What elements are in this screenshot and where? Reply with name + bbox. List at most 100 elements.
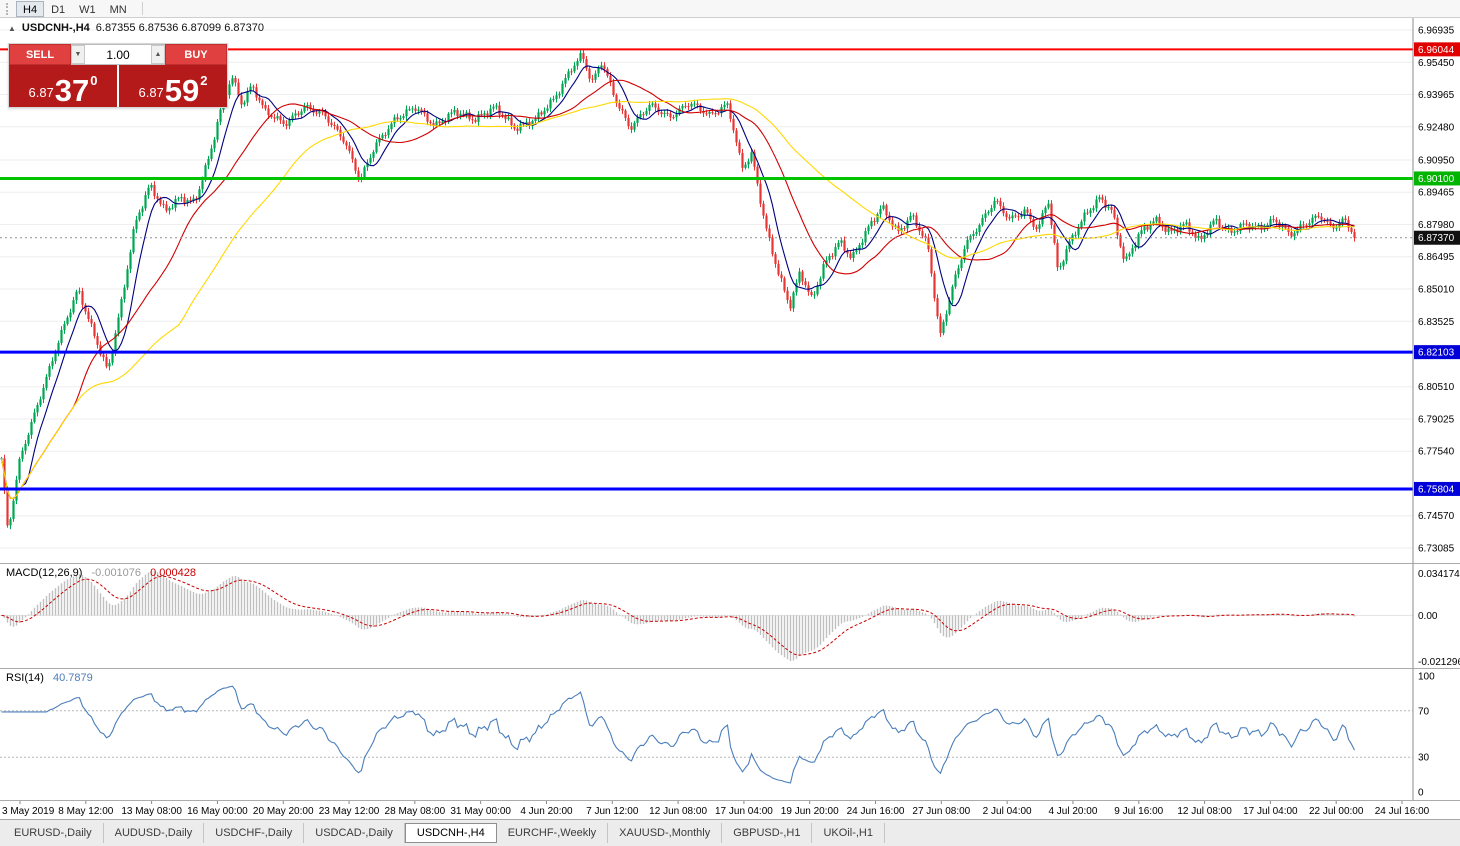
chart-tab-usdcnh-h4[interactable]: USDCNH-,H4 (404, 823, 497, 843)
volume-decrease-button[interactable]: ▼ (71, 45, 85, 64)
time-label: 20 May 20:00 (253, 806, 314, 817)
rsi-line (1, 685, 1355, 784)
price-badge (1414, 171, 1460, 186)
svg-text:6.92480: 6.92480 (1418, 122, 1455, 133)
svg-text:6.73085: 6.73085 (1418, 544, 1455, 555)
svg-text:6.83525: 6.83525 (1418, 317, 1455, 328)
timeframe-button-w1[interactable]: W1 (79, 3, 96, 16)
buy-price-display[interactable]: 6.87 59 2 (119, 65, 227, 107)
moving-average-25 (0, 79, 1355, 500)
time-label: 4 Jul 20:00 (1048, 806, 1097, 817)
time-label: 17 Jul 04:00 (1243, 806, 1298, 817)
time-label: 9 Jul 16:00 (1114, 806, 1163, 817)
macd-axis-zero: 0.00 (1418, 611, 1438, 622)
one-click-trading-panel: SELL ▼ ▲ BUY 6.87 37 0 6.87 59 2 (8, 43, 228, 108)
chart-title: ▲ USDCNH-,H4 6.87355 6.87536 6.87099 6.8… (8, 22, 264, 34)
svg-text:6.82103: 6.82103 (1418, 348, 1455, 359)
time-label: 22 Jul 00:00 (1309, 806, 1364, 817)
macd-main-value: -0.001076 (91, 567, 142, 579)
svg-text:6.89465: 6.89465 (1418, 188, 1455, 199)
svg-text:6.95450: 6.95450 (1418, 58, 1455, 69)
macd-axis-min: -0.021296 (1418, 657, 1460, 668)
time-label: 12 Jun 08:00 (649, 806, 707, 817)
time-label: 24 Jun 16:00 (847, 806, 905, 817)
svg-text:6.80510: 6.80510 (1418, 382, 1455, 393)
chart-tab-xauusd-monthly[interactable]: XAUUSD-,Monthly (608, 823, 723, 843)
time-label: 8 May 12:00 (58, 806, 113, 817)
svg-text:6.96935: 6.96935 (1418, 26, 1455, 37)
rsi-value: 40.7879 (52, 672, 93, 684)
macd-signal-value: 0.000428 (150, 567, 196, 579)
rsi-indicator-panel: 70 30 100 0 RSI(14) 40.7879 (0, 668, 1460, 800)
time-label: 24 Jul 16:00 (1375, 806, 1430, 817)
price-badge (1414, 345, 1460, 360)
svg-text:6.96044: 6.96044 (1418, 45, 1455, 56)
time-label: 31 May 00:00 (450, 806, 511, 817)
svg-text:6.75804: 6.75804 (1418, 484, 1455, 495)
chart-tab-audusd-daily[interactable]: AUDUSD-,Daily (104, 823, 205, 843)
time-axis-canvas[interactable]: 3 May 2019 8 May 12:00 13 May 08:00 16 May … (0, 800, 1460, 819)
svg-text:6.90100: 6.90100 (1418, 174, 1455, 185)
price-badges: 6.96044 6.90100 6.87370 6.82103 6.75804 (1414, 42, 1460, 496)
toolbar-separator (141, 2, 143, 15)
chart-tab-eurusd-daily[interactable]: EURUSD-,Daily (3, 823, 104, 843)
main-chart-canvas[interactable]: 6.96935 6.95450 6.93965 6.92480 6.90950 6.894… (0, 18, 1460, 563)
timeframe-toolbar: H4 D1 W1 MN (0, 0, 1460, 18)
macd-indicator-panel: 0.034174 0.00 -0.021296 MACD(12,26,9) -0.0… (0, 563, 1460, 668)
main-chart-panel: 6.96935 6.95450 6.93965 6.92480 6.90950 6.894… (0, 18, 1460, 563)
chart-tab-eurchf-weekly[interactable]: EURCHF-,Weekly (497, 823, 609, 843)
macd-signal-line (1, 575, 1355, 656)
price-badge (1414, 230, 1460, 245)
timeframe-button-h4[interactable]: H4 (16, 0, 45, 17)
time-label: 4 Jun 20:00 (520, 806, 573, 817)
macd-label: MACD(12,26,9) -0.001076 0.000428 (6, 567, 196, 579)
time-axis: 3 May 2019 8 May 12:00 13 May 08:00 16 May … (0, 800, 1460, 819)
svg-text:6.93965: 6.93965 (1418, 90, 1455, 101)
rsi-name: RSI(14) (6, 672, 44, 684)
volume-input[interactable] (85, 45, 151, 64)
macd-name: MACD(12,26,9) (6, 567, 83, 579)
chart-tab-gbpusd-h1[interactable]: GBPUSD-,H1 (722, 823, 813, 843)
time-label: 28 May 08:00 (385, 806, 446, 817)
chart-tab-ukoil-h1[interactable]: UKOil-,H1 (812, 823, 885, 843)
buy-button[interactable]: BUY (165, 44, 227, 65)
volume-increase-button[interactable]: ▲ (151, 45, 165, 64)
svg-text:6.85010: 6.85010 (1418, 285, 1455, 296)
svg-text:6.74570: 6.74570 (1418, 511, 1455, 522)
price-gridlines (0, 29, 1413, 549)
time-label: 2 Jul 04:00 (983, 806, 1032, 817)
price-badge (1414, 42, 1460, 57)
svg-text:6.79025: 6.79025 (1418, 414, 1455, 425)
sell-price-sup: 0 (90, 73, 98, 88)
price-axis-labels[interactable]: 6.96935 6.95450 6.93965 6.92480 6.90950 6.894… (1418, 26, 1455, 555)
sell-price-prefix: 6.87 (28, 85, 54, 100)
collapse-panel-icon[interactable]: ▲ (8, 23, 16, 33)
svg-text:6.87370: 6.87370 (1418, 233, 1455, 244)
rsi-label: RSI(14) 40.7879 (6, 672, 93, 684)
svg-text:6.90950: 6.90950 (1418, 155, 1455, 166)
timeframe-buttons: H4 D1 W1 MN (16, 0, 134, 17)
toolbar-grip-icon[interactable] (6, 2, 10, 15)
buy-price-sup: 2 (200, 73, 208, 88)
svg-text:6.87980: 6.87980 (1418, 220, 1455, 231)
macd-histogram (3, 571, 1356, 661)
buy-price-big: 59 (164, 72, 200, 108)
chart-tab-usdchf-daily[interactable]: USDCHF-,Daily (204, 823, 305, 843)
time-label: 3 May 2019 (2, 806, 55, 817)
volume-control: ▼ ▲ (71, 44, 165, 65)
timeframe-button-d1[interactable]: D1 (51, 3, 66, 16)
chart-symbol-label: USDCNH-,H4 (21, 22, 90, 34)
timeframe-button-mn[interactable]: MN (109, 3, 127, 16)
chart-tab-usdcad-daily[interactable]: USDCAD-,Daily (304, 823, 405, 843)
svg-text:70: 70 (1418, 706, 1430, 717)
rsi-canvas[interactable]: 70 30 100 0 (0, 668, 1460, 800)
time-label: 19 Jun 20:00 (781, 806, 839, 817)
svg-text:6.86495: 6.86495 (1418, 252, 1455, 263)
time-label: 7 Jun 12:00 (586, 806, 639, 817)
sell-price-display[interactable]: 6.87 37 0 (9, 65, 117, 107)
sell-button[interactable]: SELL (9, 44, 71, 65)
macd-canvas[interactable]: 0.034174 0.00 -0.021296 (0, 563, 1460, 668)
price-badge (1414, 481, 1460, 496)
time-label: 13 May 08:00 (121, 806, 182, 817)
